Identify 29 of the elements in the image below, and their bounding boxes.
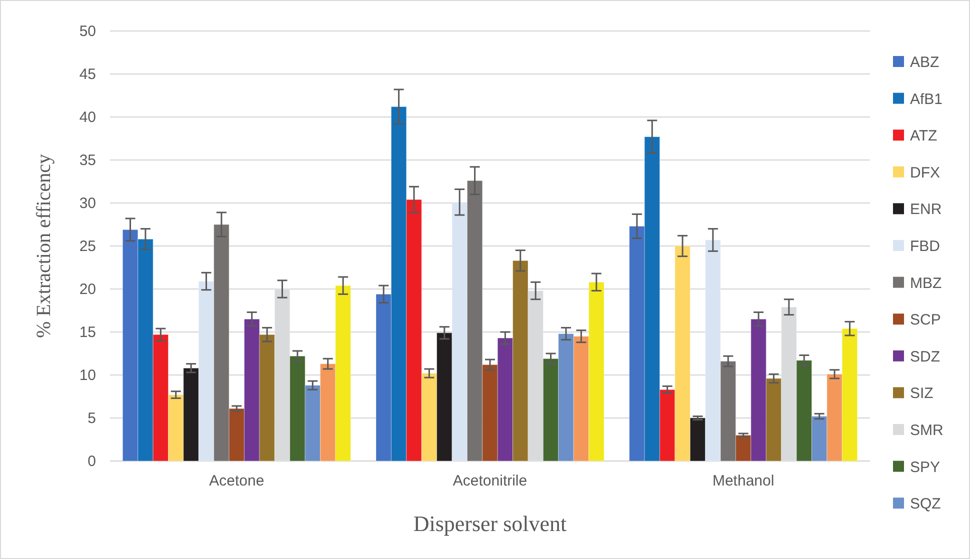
legend-label: SCP <box>910 312 941 329</box>
legend-label: SQZ <box>910 496 941 513</box>
legend-label: MBZ <box>910 274 942 292</box>
y-tick-label: 15 <box>79 324 96 341</box>
x-tick-label: Acetone <box>209 472 264 490</box>
legend-label: SMR <box>910 422 944 439</box>
y-axis-title: % Extraction efficency <box>33 154 55 338</box>
legend-label: DFX <box>910 164 940 182</box>
legend-label: ENR <box>910 201 942 218</box>
x-tick-label: Methanol <box>712 472 774 490</box>
y-tick-label: 40 <box>79 108 96 126</box>
y-tick-label: 20 <box>79 280 96 298</box>
legend-label: FBD <box>910 238 940 255</box>
y-tick-label: 45 <box>79 66 96 83</box>
y-tick-label: 25 <box>79 238 96 255</box>
y-tick-label: 50 <box>79 22 96 40</box>
legend-label: SDZ <box>910 348 940 366</box>
legend-label: ATZ <box>910 128 938 145</box>
legend-label: ABZ <box>910 54 940 71</box>
legend-label: SPY <box>910 458 940 476</box>
x-tick-label: Acetonitrile <box>452 472 528 490</box>
y-tick-label: 5 <box>88 410 96 427</box>
legend-label: AfB1 <box>910 90 943 108</box>
x-axis-title: Disperser solvent <box>413 511 567 536</box>
y-tick-label: 0 <box>88 452 96 470</box>
y-tick-label: 10 <box>79 366 96 384</box>
y-tick-label: 35 <box>79 152 96 169</box>
legend-label: SIZ <box>910 385 934 402</box>
y-tick-label: 30 <box>79 194 96 212</box>
